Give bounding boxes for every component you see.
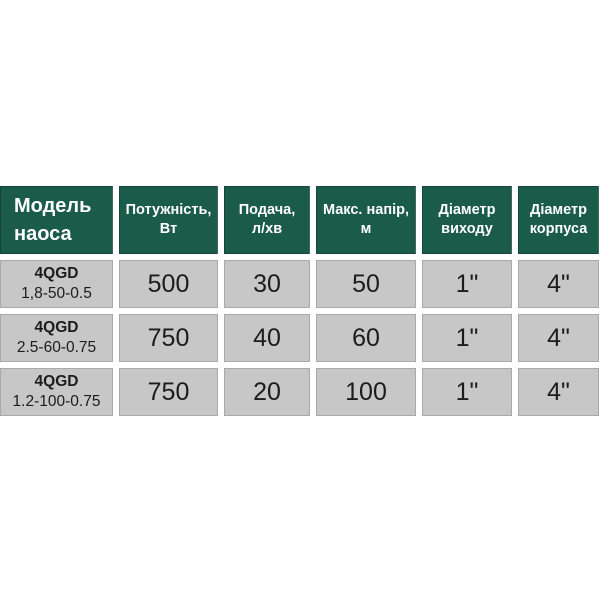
cell-power-row1: 500 [119, 260, 218, 308]
cell-flow-row2: 40 [224, 314, 310, 362]
model-code-row1: 1,8-50-0.5 [21, 285, 92, 302]
cell-body-row3: 4" [518, 368, 599, 416]
cell-body-row2: 4" [518, 314, 599, 362]
pump-spec-table: Модель наоса Потужність, Вт Подача, л/хв… [0, 186, 599, 416]
cell-flow-row3: 20 [224, 368, 310, 416]
model-name-row2: 4QGD [34, 318, 79, 336]
header-cell-flow: Подача, л/хв [224, 186, 310, 254]
header-body-line1: Діаметр [530, 202, 587, 219]
header-flow-line1: Подача, [238, 202, 296, 219]
header-cell-body-diameter: Діаметр корпуса [518, 186, 599, 254]
header-cell-outlet-diameter: Діаметр виходу [422, 186, 512, 254]
header-power-line1: Потужність, [125, 202, 212, 219]
header-model-line2: наоса [14, 223, 72, 245]
header-cell-power: Потужність, Вт [119, 186, 218, 254]
cell-outlet-row2: 1" [422, 314, 512, 362]
header-model-line1: Модель [14, 195, 92, 217]
cell-max-head-row1: 50 [316, 260, 416, 308]
cell-max-head-row3: 100 [316, 368, 416, 416]
cell-outlet-row1: 1" [422, 260, 512, 308]
cell-model-row1: 4QGD 1,8-50-0.5 [0, 260, 113, 308]
header-power-line2: Вт [159, 221, 178, 237]
cell-flow-row1: 30 [224, 260, 310, 308]
model-name-row3: 4QGD [34, 372, 79, 390]
cell-power-row2: 750 [119, 314, 218, 362]
cell-model-row3: 4QGD 1.2-100-0.75 [0, 368, 113, 416]
header-cell-model: Модель наоса [0, 186, 113, 254]
model-name-row1: 4QGD [34, 264, 79, 282]
header-flow-line2: л/хв [251, 221, 283, 237]
model-code-row2: 2.5-60-0.75 [16, 339, 97, 356]
cell-model-row2: 4QGD 2.5-60-0.75 [0, 314, 113, 362]
header-max-head-line2: м [360, 221, 372, 237]
header-cell-max-head: Макс. напір, м [316, 186, 416, 254]
cell-outlet-row3: 1" [422, 368, 512, 416]
cell-max-head-row2: 60 [316, 314, 416, 362]
header-outlet-line2: виходу [441, 221, 493, 237]
header-max-head-line1: Макс. напір, [322, 202, 409, 219]
model-code-row3: 1.2-100-0.75 [12, 393, 101, 410]
cell-power-row3: 750 [119, 368, 218, 416]
header-body-line2: корпуса [529, 221, 588, 237]
cell-body-row1: 4" [518, 260, 599, 308]
header-outlet-line1: Діаметр [438, 202, 496, 219]
